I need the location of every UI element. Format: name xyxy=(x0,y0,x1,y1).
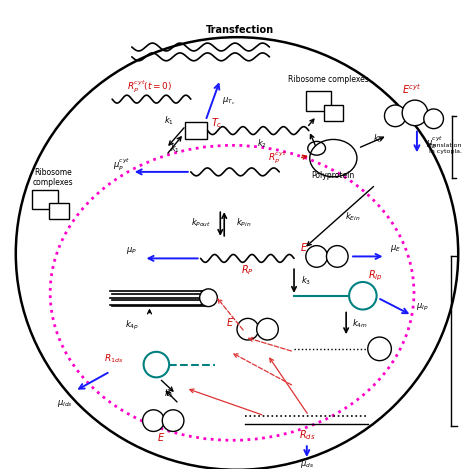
Text: $k_2$: $k_2$ xyxy=(256,137,266,150)
Bar xyxy=(185,122,207,139)
Circle shape xyxy=(349,282,377,310)
Text: $k_{Ein}$: $k_{Ein}$ xyxy=(345,211,361,223)
Text: $R_{1ds}$: $R_{1ds}$ xyxy=(104,353,124,365)
Text: $k_{Pout}$: $k_{Pout}$ xyxy=(191,217,211,229)
Text: $k_c$: $k_c$ xyxy=(373,132,383,145)
Circle shape xyxy=(402,100,428,126)
Circle shape xyxy=(424,109,444,128)
Text: Ribosome
complexes: Ribosome complexes xyxy=(33,168,73,188)
Text: $\mu_E$: $\mu_E$ xyxy=(390,243,401,254)
Text: $E$: $E$ xyxy=(157,431,165,443)
Text: $k_1$: $k_1$ xyxy=(164,115,174,127)
Bar xyxy=(49,203,69,219)
Text: $E$: $E$ xyxy=(300,241,308,253)
Text: Transfection: Transfection xyxy=(206,25,274,35)
Text: $R_P^{cyt}$: $R_P^{cyt}$ xyxy=(268,150,287,166)
Circle shape xyxy=(144,352,169,377)
Text: $k_{4p}$: $k_{4p}$ xyxy=(125,319,139,332)
Text: $R_P$: $R_P$ xyxy=(241,263,254,277)
Text: $R_P^{cyt}(t=0)$: $R_P^{cyt}(t=0)$ xyxy=(127,78,172,94)
Text: $E^{cyt}$: $E^{cyt}$ xyxy=(402,82,422,96)
Circle shape xyxy=(200,289,218,307)
Text: Polyprotein: Polyprotein xyxy=(312,171,355,180)
Text: Translation
in cytopla.: Translation in cytopla. xyxy=(428,143,462,154)
Circle shape xyxy=(327,246,348,267)
Text: $\mu_{T_c}$: $\mu_{T_c}$ xyxy=(221,95,235,107)
Text: $\mu_P$: $\mu_P$ xyxy=(126,245,137,256)
Text: $k_{Pin}$: $k_{Pin}$ xyxy=(236,217,252,229)
Text: $\mu_{ds}$: $\mu_{ds}$ xyxy=(300,459,314,470)
Text: $k_5$: $k_5$ xyxy=(164,388,174,401)
Circle shape xyxy=(237,319,259,340)
Text: $k_1$: $k_1$ xyxy=(170,142,180,155)
Text: $E$: $E$ xyxy=(226,316,234,328)
Text: $T_c$: $T_c$ xyxy=(210,116,222,129)
Circle shape xyxy=(256,319,278,340)
Text: $R_{lp}$: $R_{lp}$ xyxy=(368,269,383,283)
Circle shape xyxy=(143,410,164,431)
Bar xyxy=(33,190,58,209)
Text: $\mu_{lds}$: $\mu_{lds}$ xyxy=(57,399,73,410)
Circle shape xyxy=(162,410,184,431)
Bar xyxy=(324,105,343,121)
Text: $\mu_{lp}$: $\mu_{lp}$ xyxy=(416,302,428,313)
Circle shape xyxy=(384,105,406,127)
Text: $k_{4m}$: $k_{4m}$ xyxy=(352,317,368,329)
Text: $R_{ds}$: $R_{ds}$ xyxy=(299,428,315,442)
Bar xyxy=(306,91,331,111)
Circle shape xyxy=(368,337,392,361)
Text: $\mu_E^{cyt}$: $\mu_E^{cyt}$ xyxy=(426,134,443,151)
Circle shape xyxy=(306,246,328,267)
Text: $\mu_P^{cyt}$: $\mu_P^{cyt}$ xyxy=(113,157,130,173)
Text: Ribosome complexes: Ribosome complexes xyxy=(288,75,369,84)
Text: $k_3$: $k_3$ xyxy=(301,275,311,287)
